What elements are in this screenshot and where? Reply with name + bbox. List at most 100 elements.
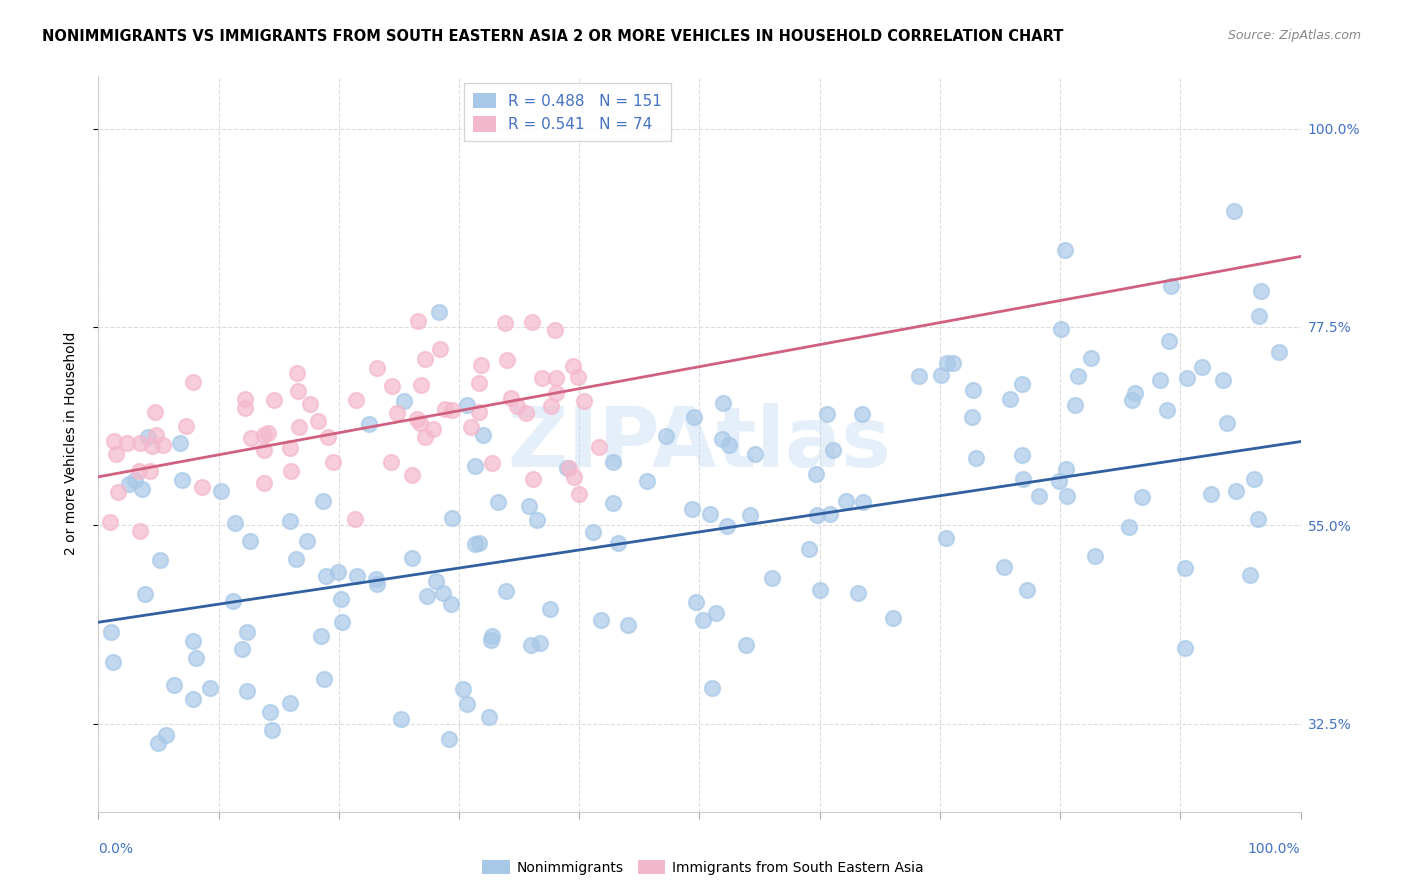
Point xyxy=(852,495,875,509)
Point xyxy=(181,633,204,648)
Point xyxy=(711,395,734,409)
Point xyxy=(1064,398,1087,412)
Point xyxy=(366,360,388,375)
Text: 100.0%: 100.0% xyxy=(1249,842,1301,856)
Point xyxy=(808,582,831,597)
Point xyxy=(1159,334,1181,348)
Legend: R = 0.488   N = 151, R = 0.541   N = 74: R = 0.488 N = 151, R = 0.541 N = 74 xyxy=(464,84,671,142)
Point xyxy=(1175,371,1198,385)
Point xyxy=(149,553,172,567)
Point xyxy=(415,430,437,444)
Point xyxy=(124,474,146,488)
Point xyxy=(1212,373,1234,387)
Text: NONIMMIGRANTS VS IMMIGRANTS FROM SOUTH EASTERN ASIA 2 OR MORE VEHICLES IN HOUSEH: NONIMMIGRANTS VS IMMIGRANTS FROM SOUTH E… xyxy=(42,29,1063,44)
Point xyxy=(316,430,339,444)
Point xyxy=(181,375,204,389)
Point xyxy=(835,494,858,508)
Point xyxy=(529,635,551,649)
Point xyxy=(1199,487,1222,501)
Point xyxy=(439,732,461,747)
Point xyxy=(558,461,581,475)
Point xyxy=(364,572,387,586)
Point xyxy=(538,602,561,616)
Point xyxy=(145,427,167,442)
Point xyxy=(280,464,302,478)
Point xyxy=(602,496,624,510)
Point xyxy=(115,436,138,450)
Point xyxy=(851,407,873,421)
Point xyxy=(936,356,959,370)
Point xyxy=(515,406,537,420)
Point xyxy=(1118,520,1140,534)
Point xyxy=(1225,484,1247,499)
Point xyxy=(702,681,724,696)
Point xyxy=(103,434,125,448)
Point xyxy=(253,427,276,442)
Point xyxy=(330,615,353,630)
Point xyxy=(285,366,308,380)
Point xyxy=(152,437,174,451)
Point xyxy=(440,402,463,417)
Point xyxy=(1056,489,1078,503)
Point xyxy=(456,398,478,412)
Point xyxy=(567,370,589,384)
Point xyxy=(315,568,337,582)
Point xyxy=(681,501,703,516)
Point xyxy=(1123,386,1146,401)
Point xyxy=(494,316,516,330)
Point xyxy=(1243,472,1265,486)
Point xyxy=(222,594,245,608)
Point xyxy=(522,472,544,486)
Point xyxy=(655,428,678,442)
Point xyxy=(380,455,402,469)
Point xyxy=(1011,377,1033,392)
Point xyxy=(408,416,430,430)
Point xyxy=(591,613,613,627)
Point xyxy=(468,405,491,419)
Point xyxy=(1050,322,1073,336)
Point xyxy=(1239,568,1261,582)
Point xyxy=(804,467,827,482)
Legend: Nonimmigrants, Immigrants from South Eastern Asia: Nonimmigrants, Immigrants from South Eas… xyxy=(477,855,929,880)
Point xyxy=(998,392,1021,407)
Point xyxy=(506,399,529,413)
Point xyxy=(429,343,451,357)
Point xyxy=(471,428,494,442)
Point xyxy=(329,591,352,606)
Point xyxy=(287,420,309,434)
Point xyxy=(389,712,412,726)
Point xyxy=(1080,351,1102,366)
Point xyxy=(717,437,740,451)
Point xyxy=(416,589,439,603)
Point xyxy=(401,468,423,483)
Point xyxy=(105,447,128,461)
Point xyxy=(184,651,207,665)
Point xyxy=(411,377,433,392)
Point xyxy=(174,419,197,434)
Point xyxy=(346,569,368,583)
Point xyxy=(546,371,568,385)
Point xyxy=(965,451,987,466)
Point xyxy=(1047,474,1070,488)
Point xyxy=(716,518,738,533)
Point xyxy=(517,500,540,514)
Point xyxy=(495,584,517,599)
Point xyxy=(392,394,415,409)
Point xyxy=(562,470,585,484)
Point xyxy=(761,571,783,585)
Point xyxy=(1268,345,1291,359)
Point xyxy=(481,629,503,643)
Point xyxy=(299,397,322,411)
Point xyxy=(134,587,156,601)
Point xyxy=(191,480,214,494)
Point xyxy=(422,422,444,436)
Point xyxy=(1247,512,1270,526)
Point xyxy=(821,443,844,458)
Point xyxy=(451,681,474,696)
Point xyxy=(588,440,610,454)
Point xyxy=(170,473,193,487)
Point xyxy=(1160,279,1182,293)
Point xyxy=(699,507,721,521)
Point xyxy=(253,442,276,457)
Point xyxy=(470,358,492,372)
